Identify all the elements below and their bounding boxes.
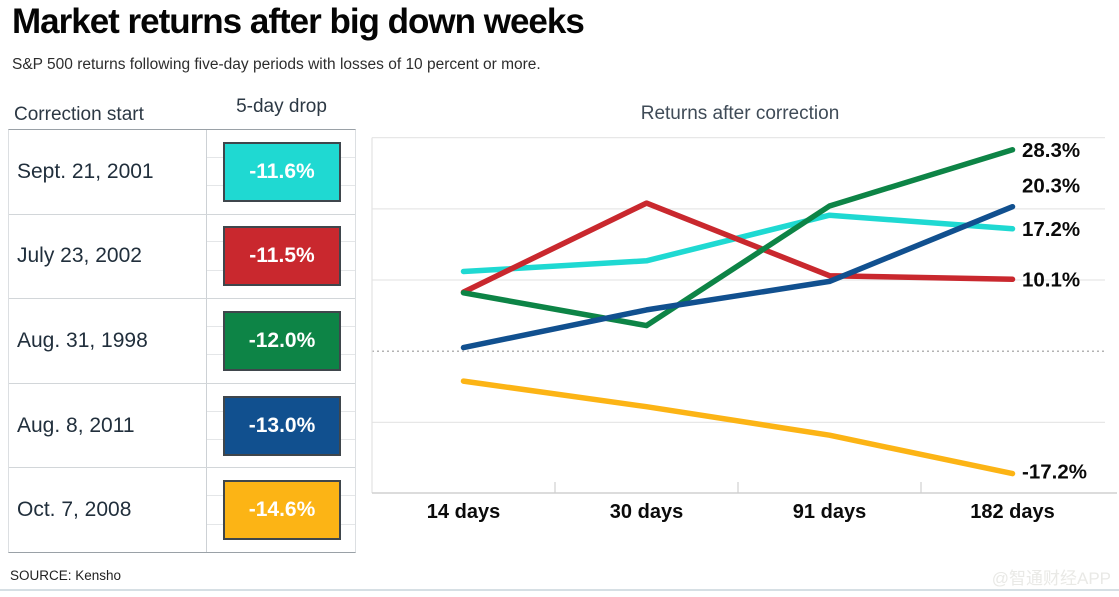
drop-cell: -12.0% bbox=[207, 299, 355, 383]
drop-value-badge: -11.6% bbox=[223, 141, 341, 202]
drop-value-badge: -14.6% bbox=[223, 480, 341, 541]
series-end-label: 20.3% bbox=[1022, 175, 1080, 198]
x-axis-label: 91 days bbox=[793, 501, 866, 523]
drop-value-badge: -12.0% bbox=[223, 310, 341, 371]
drop-value-badge: -11.5% bbox=[223, 226, 341, 287]
table-row: July 23, 2002 -11.5% bbox=[9, 214, 355, 300]
returns-line-chart: 14 days 30 days 91 days 182 days 17.2% 10.1% 2… bbox=[371, 137, 1117, 523]
correction-date: Aug. 8, 2011 bbox=[9, 383, 207, 468]
table-header-5-day-drop: 5-day drop bbox=[236, 96, 327, 117]
table-header-correction-start: Correction start bbox=[14, 104, 144, 125]
x-axis-label: 30 days bbox=[610, 501, 683, 523]
drop-cell: -13.0% bbox=[207, 384, 355, 468]
table-row: Sept. 21, 2001 -11.6% bbox=[9, 130, 355, 215]
page-subtitle: S&P 500 returns following five-day perio… bbox=[12, 56, 541, 73]
series-line bbox=[460, 147, 1016, 329]
drop-cell: -11.5% bbox=[207, 215, 355, 299]
series-end-label: 28.3% bbox=[1022, 139, 1080, 162]
drop-cell: -14.6% bbox=[207, 468, 355, 552]
correction-table: Sept. 21, 2001 -11.6% July 23, 2002 -11.… bbox=[8, 129, 356, 553]
watermark: @智通财经APP bbox=[991, 569, 1111, 588]
source-credit: SOURCE: Kensho bbox=[10, 568, 122, 583]
correction-date: Aug. 31, 1998 bbox=[9, 299, 207, 383]
series-end-label: 17.2% bbox=[1022, 218, 1080, 241]
table-row: Oct. 7, 2008 -14.6% bbox=[9, 468, 355, 552]
drop-cell: -11.6% bbox=[207, 130, 355, 214]
table-row: Aug. 8, 2011 -13.0% bbox=[9, 383, 355, 469]
series-line bbox=[460, 378, 1016, 477]
series-end-label: -17.2% bbox=[1022, 461, 1087, 484]
chart-title: Returns after correction bbox=[640, 103, 840, 124]
correction-date: July 23, 2002 bbox=[9, 214, 207, 299]
drop-value-badge: -13.0% bbox=[223, 395, 341, 456]
series-line bbox=[460, 200, 1016, 295]
correction-date: Sept. 21, 2001 bbox=[9, 130, 207, 214]
correction-date: Oct. 7, 2008 bbox=[9, 468, 207, 552]
series-end-label: 10.1% bbox=[1022, 268, 1080, 291]
page-title: Market returns after big down weeks bbox=[12, 2, 585, 41]
table-row: Aug. 31, 1998 -12.0% bbox=[9, 299, 355, 384]
x-axis-label: 14 days bbox=[427, 501, 500, 523]
page-bottom-divider bbox=[0, 589, 1119, 591]
x-axis-label: 182 days bbox=[970, 501, 1055, 523]
series-line bbox=[460, 203, 1016, 351]
